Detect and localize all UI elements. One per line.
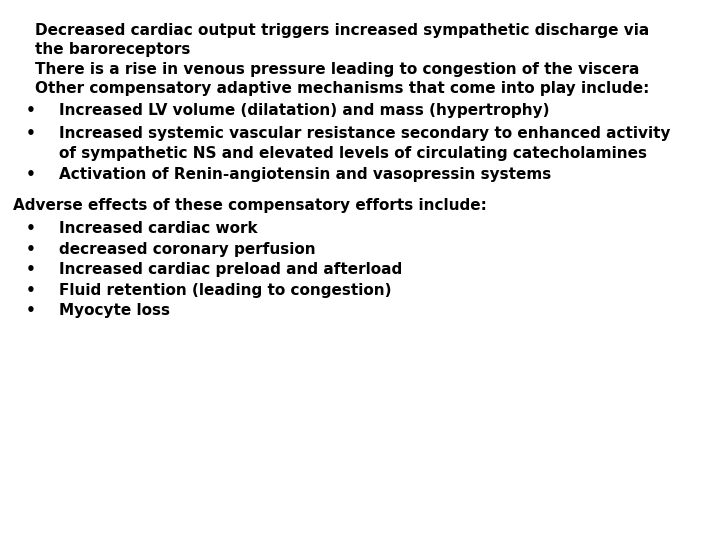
Text: •: • bbox=[25, 221, 35, 237]
Text: There is a rise in venous pressure leading to congestion of the viscera: There is a rise in venous pressure leadi… bbox=[35, 62, 639, 77]
Text: •: • bbox=[25, 283, 35, 298]
Text: Increased LV volume (dilatation) and mass (hypertrophy): Increased LV volume (dilatation) and mas… bbox=[59, 103, 549, 118]
Text: the baroreceptors: the baroreceptors bbox=[35, 42, 190, 57]
Text: Increased cardiac work: Increased cardiac work bbox=[59, 221, 258, 237]
Text: of sympathetic NS and elevated levels of circulating catecholamines: of sympathetic NS and elevated levels of… bbox=[59, 146, 647, 161]
Text: Fluid retention (leading to congestion): Fluid retention (leading to congestion) bbox=[59, 283, 392, 298]
Text: •: • bbox=[25, 262, 35, 278]
Text: Increased systemic vascular resistance secondary to enhanced activity: Increased systemic vascular resistance s… bbox=[59, 126, 670, 141]
Text: Adverse effects of these compensatory efforts include:: Adverse effects of these compensatory ef… bbox=[13, 198, 487, 213]
Text: Other compensatory adaptive mechanisms that come into play include:: Other compensatory adaptive mechanisms t… bbox=[35, 81, 649, 96]
Text: •: • bbox=[25, 167, 35, 183]
Text: Increased cardiac preload and afterload: Increased cardiac preload and afterload bbox=[59, 262, 402, 278]
Text: Myocyte loss: Myocyte loss bbox=[59, 303, 170, 319]
Text: •: • bbox=[25, 103, 35, 118]
Text: Activation of Renin-angiotensin and vasopressin systems: Activation of Renin-angiotensin and vaso… bbox=[59, 167, 552, 183]
Text: •: • bbox=[25, 303, 35, 319]
Text: decreased coronary perfusion: decreased coronary perfusion bbox=[59, 242, 315, 257]
Text: •: • bbox=[25, 126, 35, 141]
Text: Decreased cardiac output triggers increased sympathetic discharge via: Decreased cardiac output triggers increa… bbox=[35, 23, 649, 38]
Text: •: • bbox=[25, 242, 35, 257]
